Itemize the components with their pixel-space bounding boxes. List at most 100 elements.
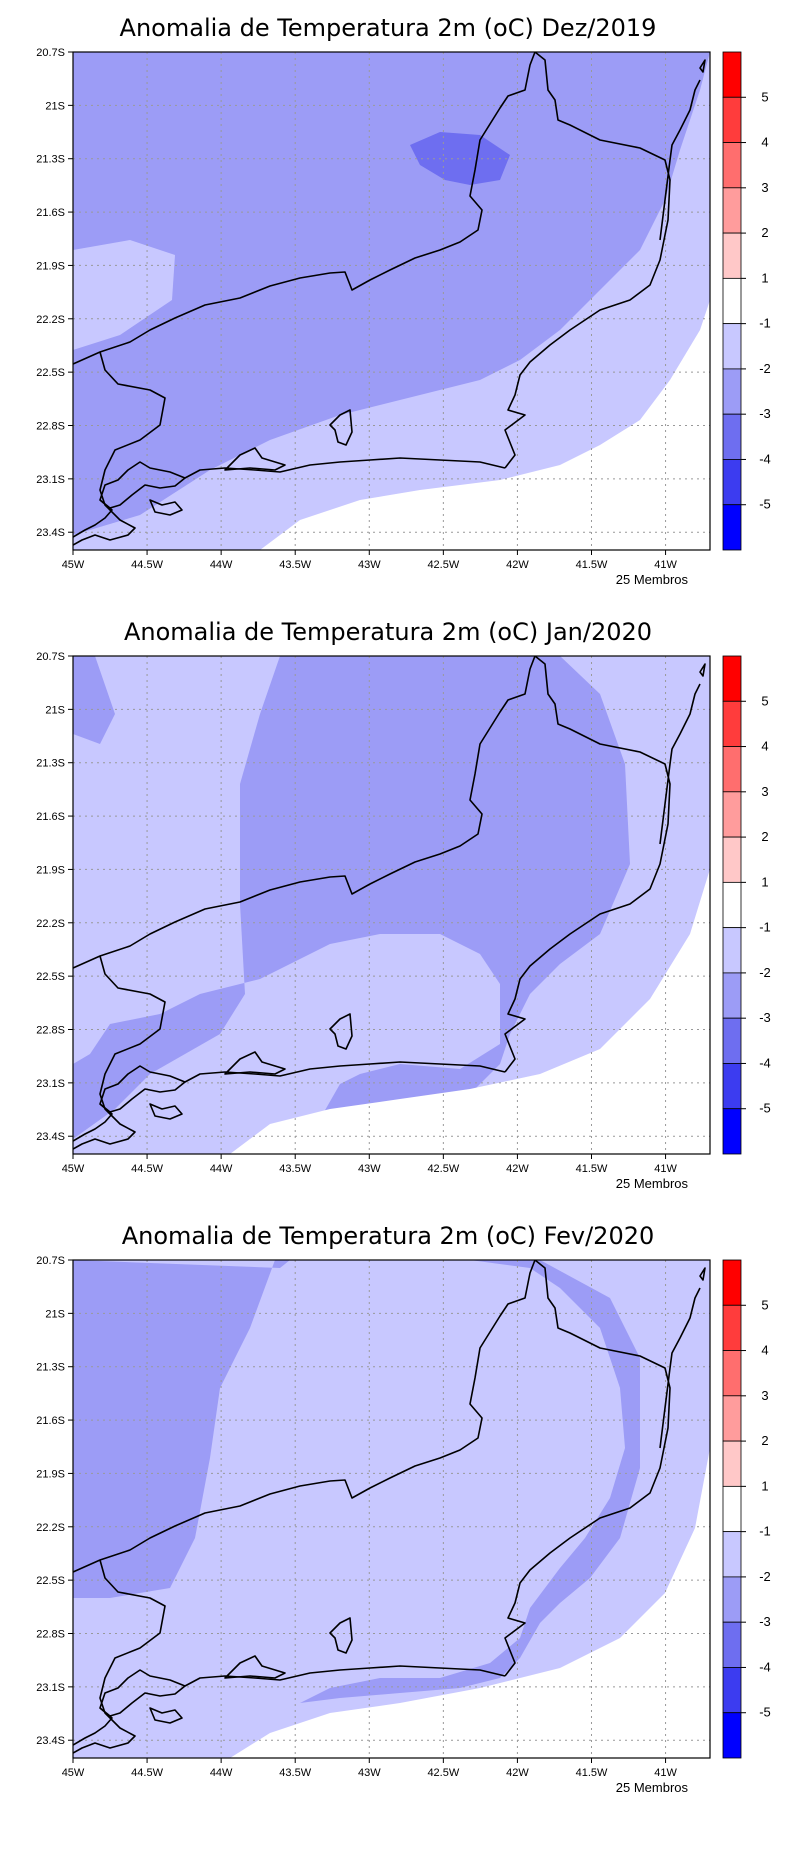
y-tick-label: 21.6S [36,1415,65,1427]
y-tick-label: 21S [45,1308,65,1320]
color-scale-swatch [722,655,742,702]
color-scale-legend: 5 4 3 2 1 -1 -2 -3 -4 -5 [722,655,771,1155]
coastline-segment [224,447,286,471]
coastline-segment [504,52,671,469]
latitude-axis: 20.7S 21S 21.3S 21.6S 21.9S 22.2S 22.5S 22.8S 23… [36,1255,73,1747]
y-tick-label: 20.7S [36,1255,65,1267]
coastline-segment [659,1287,701,1449]
coastline-segment [184,1665,506,1687]
color-scale-label: -4 [759,1659,771,1674]
ensemble-members-label: 25 Membros [616,1176,689,1191]
coastline-segment [73,1260,536,1573]
y-tick-label: 20.7S [36,651,65,663]
x-tick-label: 41W [654,559,677,571]
color-scale-swatch [722,1108,742,1155]
y-tick-label: 21S [45,100,65,112]
color-scale-label: -3 [759,1614,771,1629]
color-scale-label: -3 [759,1010,771,1025]
coastline-segment [149,1103,183,1120]
map-svg: Anomalia de Temperatura 2m (oC) Jan/2020… [36,618,771,1191]
x-tick-label: 43.5W [279,1163,311,1175]
color-scale-swatch [722,881,742,929]
ensemble-members-label: 25 Membros [616,572,689,587]
coastline-segment [699,59,706,73]
color-scale-label: 4 [761,739,768,754]
x-tick-label: 44W [210,1163,233,1175]
coastline-segment [329,409,353,446]
color-scale-swatch [722,1350,742,1397]
coastline-segment [73,499,113,538]
coastline-segment [504,656,671,1073]
y-tick-label: 21.3S [36,758,65,770]
color-scale-swatch [722,1712,742,1759]
color-scale-label: 2 [761,1433,768,1448]
color-scale-swatch [722,232,742,279]
y-tick-label: 23.4S [36,1131,65,1143]
map-svg: Anomalia de Temperatura 2m (oC) Fev/2020… [36,1222,771,1795]
color-scale-label: -1 [759,1524,771,1539]
x-tick-label: 42W [506,1163,529,1175]
anomaly-contour-region [73,52,710,550]
coastline-and-state-borders [73,656,706,1150]
color-scale-swatch [722,368,742,415]
y-tick-label: 23.4S [36,1735,65,1747]
color-scale-swatch [722,746,742,793]
color-scale-label: 3 [761,180,768,195]
anomaly-contour-region [73,240,175,350]
y-tick-label: 21S [45,704,65,716]
y-tick-label: 23.1S [36,1682,65,1694]
x-tick-label: 42W [506,559,529,571]
coastline-segment [184,1061,506,1083]
color-scale-swatch [722,96,742,143]
x-tick-label: 42.5W [427,1767,459,1779]
color-scale-label: 4 [761,1343,768,1358]
color-scale-label: 1 [761,270,768,285]
y-tick-label: 23.1S [36,474,65,486]
color-scale-label: -4 [759,1055,771,1070]
color-scale-label: 5 [761,693,768,708]
color-scale-label: 4 [761,135,768,150]
x-tick-label: 42W [506,1767,529,1779]
map-svg: Anomalia de Temperatura 2m (oC) Dez/2019… [36,14,771,587]
color-scale-label: 2 [761,225,768,240]
y-tick-label: 22.5S [36,367,65,379]
coastline-segment [149,499,183,516]
y-tick-label: 20.7S [36,47,65,59]
anomaly-contour-region [73,656,710,1154]
coastline-segment [73,1707,113,1746]
map-frame [72,51,711,551]
color-scale-label: -5 [759,1705,771,1720]
coastline-segment [73,351,166,546]
anomaly-contour-region [230,1448,710,1758]
color-scale-label: -5 [759,497,771,512]
color-scale-label: -3 [759,406,771,421]
color-scale-swatch [722,51,742,98]
color-scale-swatch [722,700,742,747]
color-scale-swatch [722,323,742,370]
temperature-anomaly-shading [73,656,710,1154]
y-tick-label: 23.4S [36,527,65,539]
color-scale-label: -2 [759,361,771,376]
color-scale-legend: 5 4 3 2 1 -1 -2 -3 -4 -5 [722,1259,771,1759]
color-scale-label: 1 [761,874,768,889]
color-scale-label: -4 [759,451,771,466]
temperature-anomaly-shading [73,52,710,550]
coastline-segment [73,1559,166,1754]
color-scale-label: -1 [759,920,771,935]
anomaly-contour-region [73,1260,710,1758]
coastline-segment [329,1013,353,1050]
color-scale-swatch [722,1576,742,1623]
x-tick-label: 45W [62,1767,85,1779]
coastline-segment [224,1051,286,1075]
x-tick-label: 43W [358,1163,381,1175]
color-scale-label: 3 [761,1388,768,1403]
x-tick-label: 45W [62,559,85,571]
color-scale-swatch [722,1485,742,1533]
color-scale-swatch [722,1440,742,1487]
coastline-and-state-borders [73,52,706,546]
color-scale-swatch [722,1063,742,1110]
map-panel: Anomalia de Temperatura 2m (oC) Jan/2020… [0,604,800,1204]
coastline-and-state-borders [73,1260,706,1754]
x-tick-label: 44.5W [131,559,163,571]
x-tick-label: 41.5W [576,1767,608,1779]
